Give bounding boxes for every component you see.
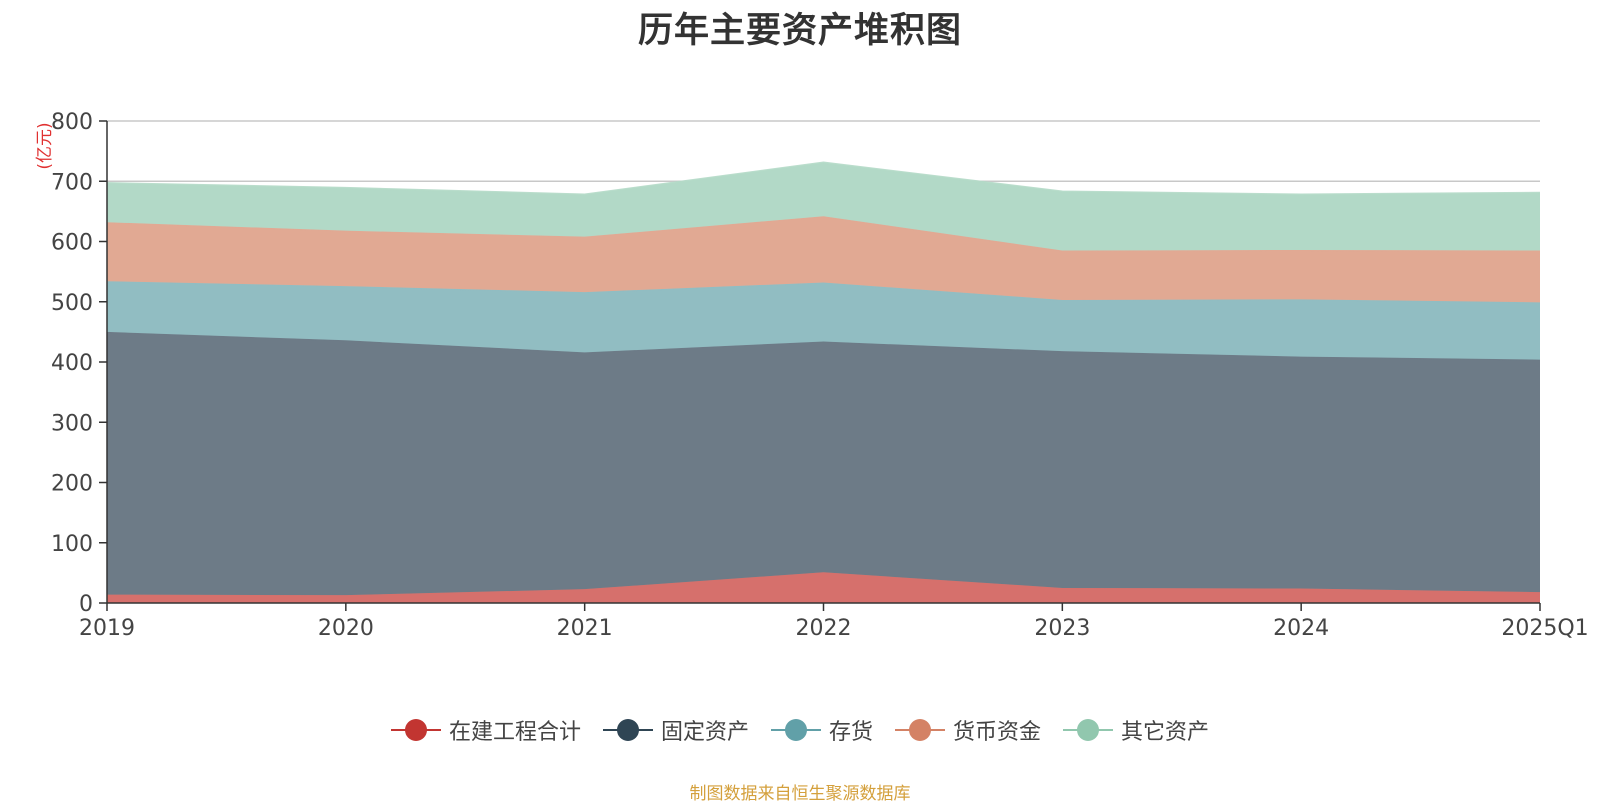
- x-tick-label: 2024: [1273, 616, 1329, 641]
- x-tick-label: 2023: [1034, 616, 1090, 641]
- legend: 在建工程合计 固定资产 存货 货币资金 其它资产: [0, 714, 1600, 746]
- area-series-4: [107, 162, 1540, 251]
- legend-label: 存货: [828, 720, 873, 745]
- axis-layer: 0 100 200 300 400 500 600 700 800(亿元) 2019 2020 202…: [35, 110, 1589, 641]
- legend-item-4[interactable]: 其它资产: [1063, 714, 1209, 746]
- legend-marker-icon: [770, 719, 821, 741]
- area-series-0: [107, 572, 1540, 603]
- legend-marker-icon: [390, 719, 441, 741]
- chart-title: 历年主要资产堆积图: [637, 11, 962, 51]
- y-tick-label: 600: [51, 231, 93, 256]
- legend-marker-icon: [1063, 719, 1114, 741]
- x-tick-label: 2020: [318, 616, 374, 641]
- y-tick-label: 100: [51, 532, 93, 557]
- legend-label: 货币资金: [953, 720, 1042, 745]
- area-series-1: [107, 331, 1540, 596]
- x-tick-label: 2021: [557, 616, 613, 641]
- y-tick-label: 800: [51, 110, 93, 135]
- legend-label: 在建工程合计: [448, 720, 581, 745]
- legend-item-0[interactable]: 在建工程合计: [390, 714, 581, 746]
- area-series-2: [107, 281, 1540, 360]
- source-note: 制图数据来自恒生聚源数据库: [689, 784, 911, 804]
- legend-item-2[interactable]: 存货: [770, 714, 873, 746]
- legend-item-3[interactable]: 货币资金: [895, 714, 1041, 746]
- y-tick-label: 0: [79, 592, 93, 617]
- legend-marker-icon: [602, 719, 653, 741]
- y-tick-label: 200: [51, 472, 93, 497]
- x-tick-label: 2019: [79, 616, 135, 641]
- area-layer: [106, 161, 1541, 603]
- legend-label: 固定资产: [660, 720, 749, 745]
- legend-marker-icon: [895, 719, 945, 741]
- legend-label: 其它资产: [1121, 720, 1210, 745]
- line-series-4: [106, 161, 1541, 196]
- y-tick-label: 700: [51, 170, 93, 195]
- y-tick-label: 400: [51, 351, 93, 376]
- area-series-3: [107, 216, 1540, 303]
- y-tick-label: 300: [51, 411, 93, 436]
- legend-item-1[interactable]: 固定资产: [602, 714, 749, 746]
- x-tick-label: 2022: [796, 616, 852, 641]
- x-tick-label: 2025Q1: [1501, 616, 1588, 641]
- y-unit-label: (亿元): [35, 122, 55, 169]
- y-tick-label: 500: [51, 291, 93, 316]
